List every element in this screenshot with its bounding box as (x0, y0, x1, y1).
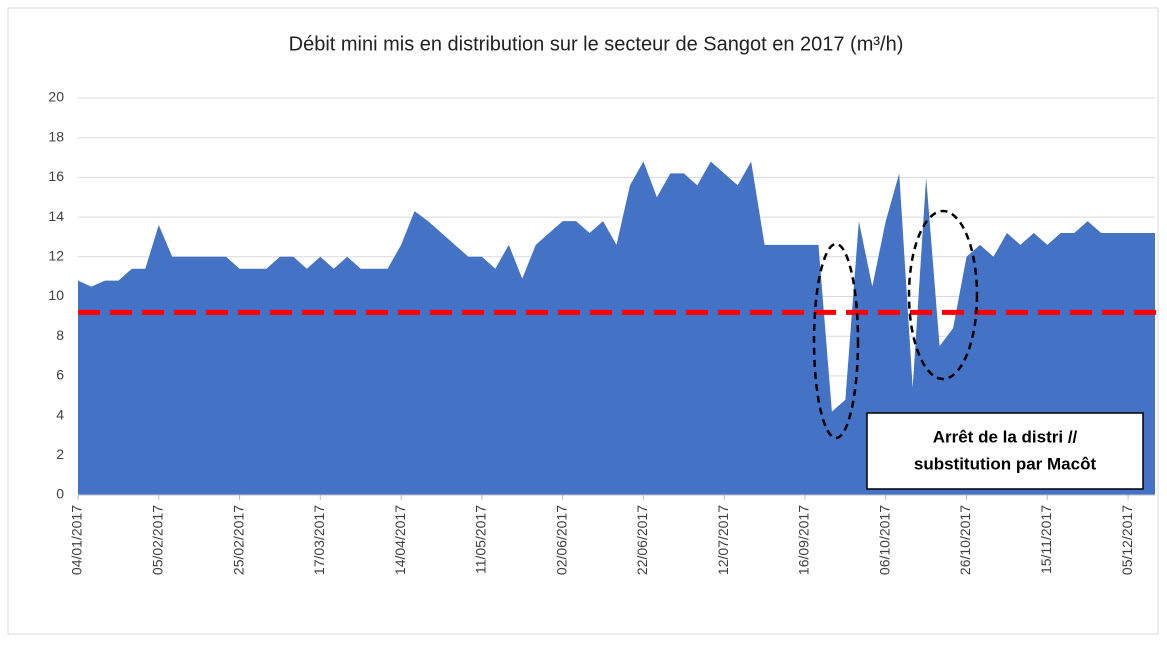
annotation-box (866, 412, 1144, 490)
area (78, 161, 1155, 495)
x-tick-label: 12/07/2017 (715, 505, 731, 575)
x-tick-label: 22/06/2017 (634, 505, 650, 575)
annotation-text: substitution par Macôt (914, 454, 1097, 473)
x-tick-label: 06/10/2017 (876, 505, 892, 575)
x-tick-label: 02/06/2017 (553, 505, 569, 575)
x-tick-label: 17/03/2017 (311, 505, 327, 575)
x-tick-label: 14/04/2017 (392, 505, 408, 575)
x-tick-label: 11/05/2017 (473, 505, 489, 574)
x-tick-label: 04/01/2017 (69, 505, 85, 575)
y-tick-label: 20 (48, 89, 64, 105)
y-tick-label: 2 (56, 446, 64, 462)
y-tick-label: 8 (56, 327, 64, 343)
x-tick-label: 26/10/2017 (957, 505, 973, 575)
y-tick-label: 12 (48, 248, 64, 264)
x-tick-label: 15/11/2017 (1038, 505, 1054, 574)
x-tick-label: 05/12/2017 (1119, 505, 1135, 575)
y-tick-label: 16 (48, 168, 64, 184)
chart-title: Débit mini mis en distribution sur le se… (289, 33, 904, 55)
highlight-ellipse (907, 209, 979, 381)
x-tick-label: 16/09/2017 (796, 505, 812, 575)
highlight-ellipse (812, 242, 860, 440)
y-tick-label: 0 (56, 486, 64, 502)
x-tick-label: 05/02/2017 (149, 505, 165, 575)
y-tick-label: 10 (48, 287, 64, 303)
y-tick-label: 6 (56, 367, 64, 383)
y-tick-label: 4 (56, 406, 64, 422)
x-tick-label: 25/02/2017 (230, 505, 246, 575)
y-tick-label: 14 (48, 208, 64, 224)
y-tick-label: 18 (48, 128, 64, 144)
annotation-text: Arrêt de la distri // (933, 427, 1078, 446)
